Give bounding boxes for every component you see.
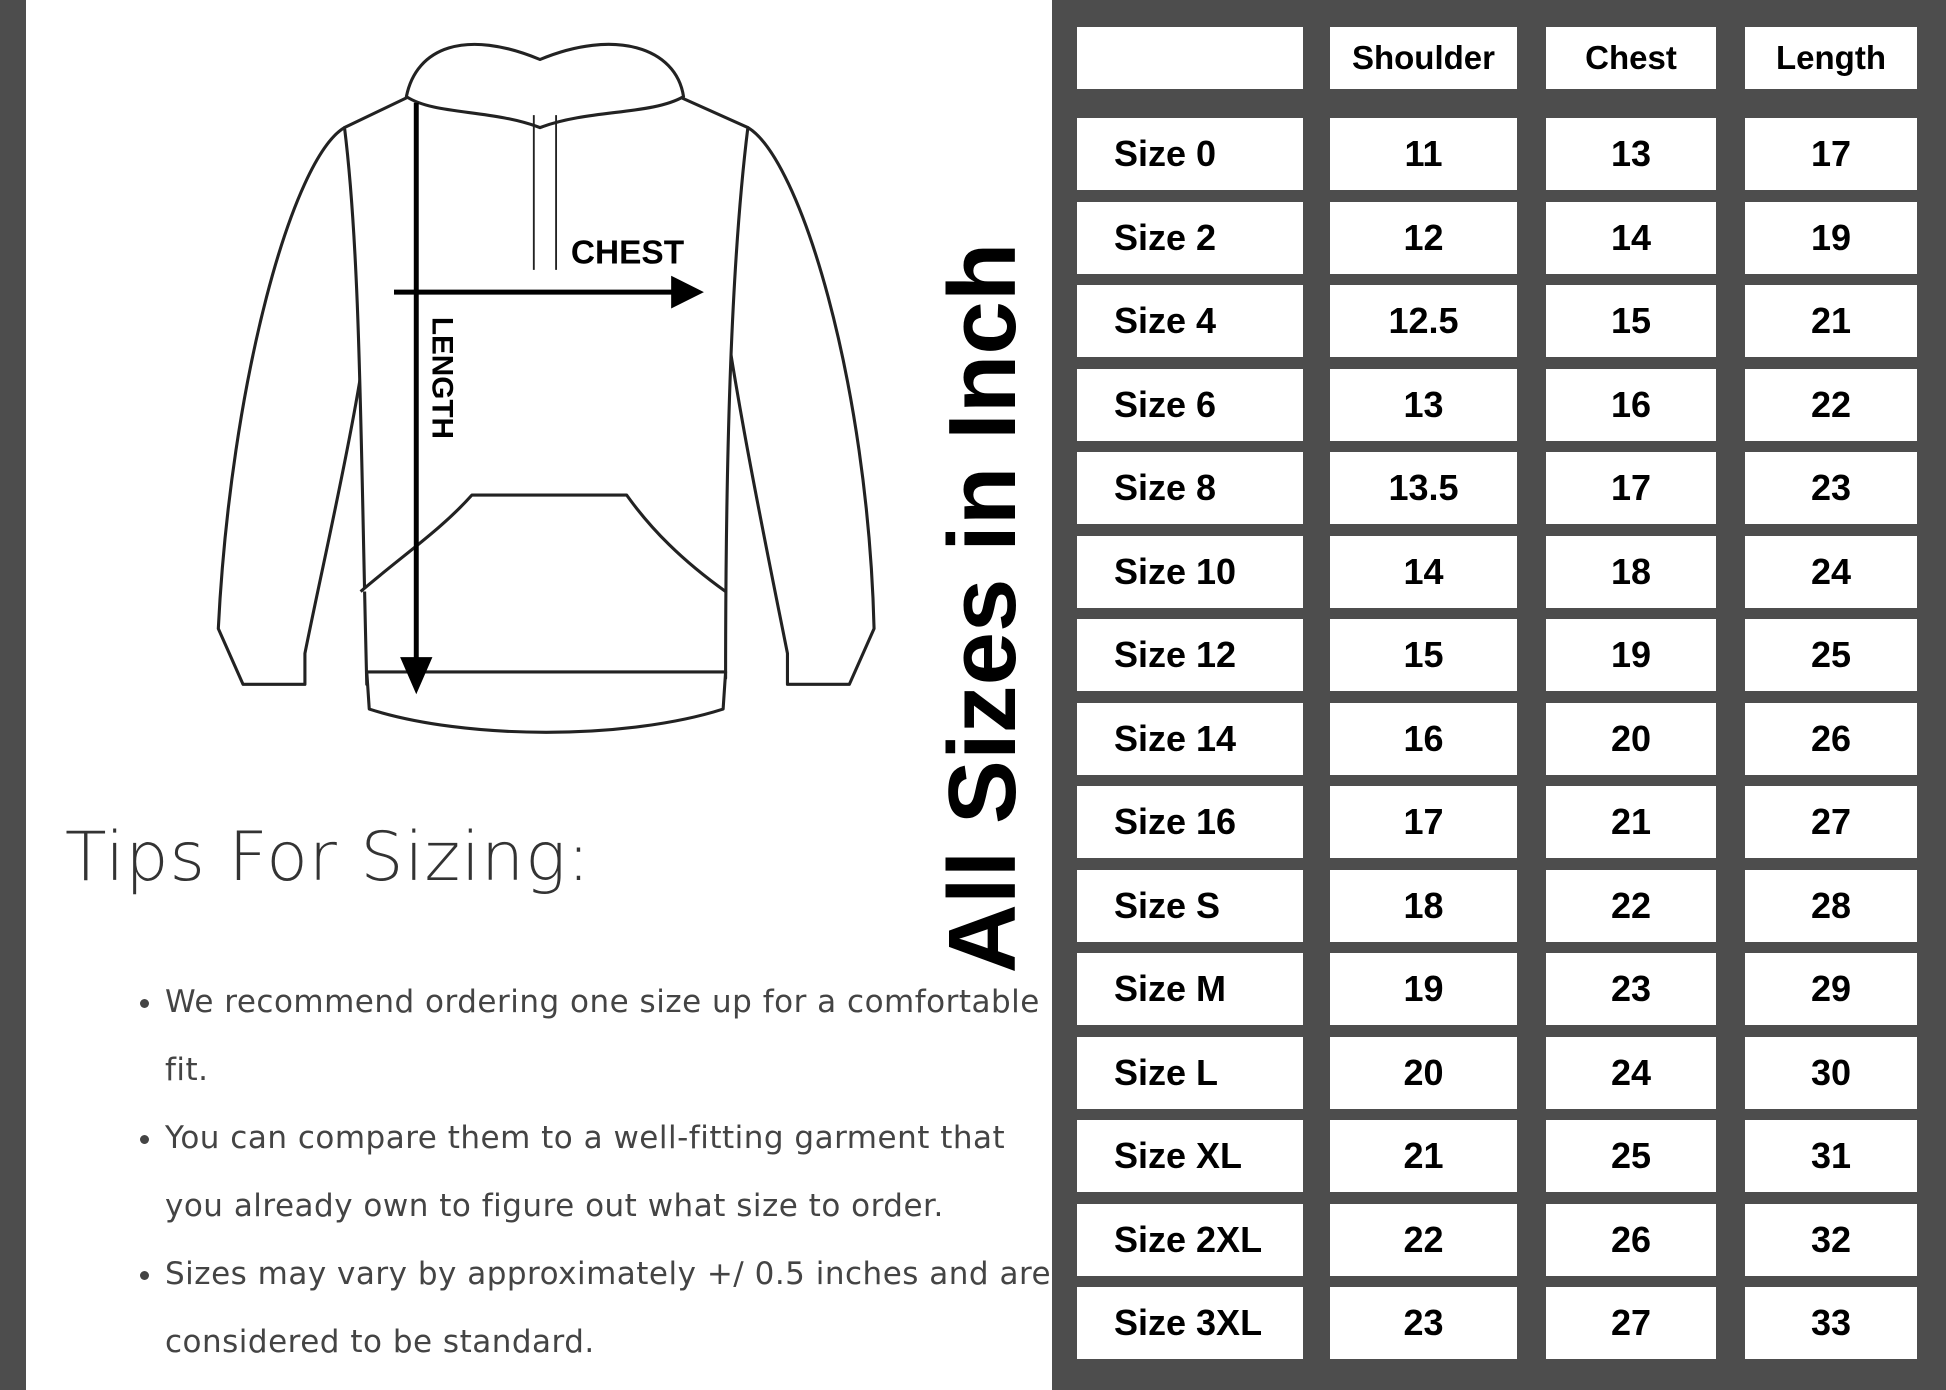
cell-shoulder: 23: [1330, 1287, 1517, 1359]
cell-length: 17: [1745, 118, 1917, 190]
size-table: Shoulder Chest Length Size 0 11 13 17 Size 2 12 1…: [1052, 0, 1946, 1390]
cell-size-label: Size 10: [1077, 535, 1303, 608]
cell-shoulder: 14: [1330, 535, 1517, 608]
cell-chest: 26: [1546, 1203, 1716, 1276]
cell-length: 24: [1745, 535, 1917, 608]
cell-chest: 23: [1546, 953, 1716, 1025]
cell-length: 31: [1745, 1120, 1917, 1192]
cell-length: 22: [1745, 368, 1917, 441]
cell-shoulder: 13: [1330, 368, 1517, 441]
cell-chest: 27: [1546, 1287, 1716, 1359]
cell-length: 33: [1745, 1287, 1917, 1359]
cell-size-label: Size 16: [1077, 786, 1303, 858]
tips-title: Tips For Sizing:: [65, 818, 591, 897]
cell-size-label: Size 6: [1077, 368, 1303, 441]
cell-length: 30: [1745, 1036, 1917, 1109]
cell-length: 19: [1745, 201, 1917, 274]
cell-length: 26: [1745, 702, 1917, 775]
cell-length: 29: [1745, 953, 1917, 1025]
cell-length: 23: [1745, 452, 1917, 524]
cell-chest: 13: [1546, 118, 1716, 190]
cell-length: 27: [1745, 786, 1917, 858]
cell-chest: 25: [1546, 1120, 1716, 1192]
cell-length: 21: [1745, 285, 1917, 357]
cell-shoulder: 21: [1330, 1120, 1517, 1192]
cell-shoulder: 17: [1330, 786, 1517, 858]
cell-chest: 24: [1546, 1036, 1716, 1109]
cell-shoulder: 12: [1330, 201, 1517, 274]
cell-size-label: Size XL: [1077, 1120, 1303, 1192]
header-length: Length: [1745, 27, 1917, 89]
cell-length: 25: [1745, 619, 1917, 691]
cell-length: 28: [1745, 869, 1917, 942]
cell-chest: 22: [1546, 869, 1716, 942]
cell-size-label: Size 0: [1077, 118, 1303, 190]
vertical-title: All Sizes in Inch: [929, 242, 1036, 974]
cell-chest: 19: [1546, 619, 1716, 691]
cell-shoulder: 12.5: [1330, 285, 1517, 357]
cell-shoulder: 11: [1330, 118, 1517, 190]
cell-length: 32: [1745, 1203, 1917, 1276]
header-shoulder: Shoulder: [1330, 27, 1517, 89]
chest-label: CHEST: [571, 235, 685, 272]
cell-shoulder: 22: [1330, 1203, 1517, 1276]
cell-chest: 14: [1546, 201, 1716, 274]
cell-size-label: Size 3XL: [1077, 1287, 1303, 1359]
cell-shoulder: 18: [1330, 869, 1517, 942]
cell-shoulder: 20: [1330, 1036, 1517, 1109]
cell-size-label: Size M: [1077, 953, 1303, 1025]
left-border: [0, 0, 26, 1390]
cell-size-label: Size 14: [1077, 702, 1303, 775]
cell-size-label: Size 2XL: [1077, 1203, 1303, 1276]
tip-item: Sizes may vary by approximately +/ 0.5 i…: [165, 1240, 1065, 1376]
cell-shoulder: 16: [1330, 702, 1517, 775]
cell-chest: 16: [1546, 368, 1716, 441]
cell-shoulder: 15: [1330, 619, 1517, 691]
length-label: LENGTH: [425, 317, 458, 439]
cell-chest: 18: [1546, 535, 1716, 608]
cell-chest: 15: [1546, 285, 1716, 357]
cell-chest: 17: [1546, 452, 1716, 524]
header-size-label: [1077, 27, 1303, 89]
cell-shoulder: 13.5: [1330, 452, 1517, 524]
cell-shoulder: 19: [1330, 953, 1517, 1025]
cell-size-label: Size L: [1077, 1036, 1303, 1109]
tips-list: We recommend ordering one size up for a …: [120, 968, 1065, 1376]
cell-size-label: Size S: [1077, 869, 1303, 942]
tip-item: We recommend ordering one size up for a …: [165, 968, 1065, 1104]
cell-size-label: Size 4: [1077, 285, 1303, 357]
header-chest: Chest: [1546, 27, 1716, 89]
tip-item: You can compare them to a well-fitting g…: [165, 1104, 1065, 1240]
cell-size-label: Size 2: [1077, 201, 1303, 274]
cell-chest: 20: [1546, 702, 1716, 775]
cell-chest: 21: [1546, 786, 1716, 858]
cell-size-label: Size 8: [1077, 452, 1303, 524]
cell-size-label: Size 12: [1077, 619, 1303, 691]
hoodie-diagram: CHEST LENGTH: [216, 42, 876, 734]
